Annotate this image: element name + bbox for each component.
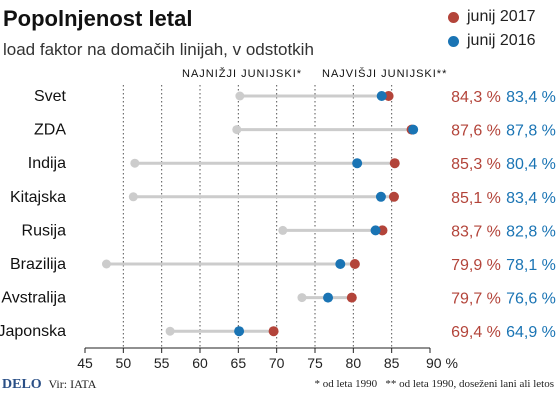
x-tick-label: 55	[154, 355, 170, 371]
point-2016	[376, 91, 387, 101]
point-2016	[375, 191, 386, 202]
min-point	[165, 326, 175, 336]
legend-dot-2017	[448, 11, 459, 23]
min-point	[128, 192, 138, 202]
footer-source: DELO Vir: IATA	[2, 377, 96, 393]
point-2017	[388, 191, 399, 202]
legend-item-2016: junij 2016	[448, 32, 536, 50]
value-label-2017: 85,3 %	[451, 156, 501, 173]
footer-notes: * od leta 1990 ** od leta 1990, doseženi…	[314, 378, 554, 390]
legend-label-2016: junij 2016	[467, 32, 536, 49]
min-point	[130, 158, 140, 168]
value-label-2016: 76,6 %	[506, 291, 556, 308]
x-tick-label: 75	[307, 355, 323, 371]
value-label-2017: 79,7 %	[451, 291, 501, 308]
value-label-2016: 87,8 %	[506, 123, 556, 140]
point-2017	[268, 326, 279, 337]
x-tick-label: 85	[384, 355, 400, 371]
row-label: Japonska	[0, 323, 66, 340]
row-label: Svet	[34, 88, 67, 105]
point-2016	[234, 326, 245, 337]
x-tick-label: 65	[231, 355, 247, 371]
row-label: Indija	[28, 155, 66, 172]
source-text: Vir: IATA	[48, 377, 97, 391]
value-label-2016: 78,1 %	[506, 257, 556, 274]
point-2016	[370, 225, 381, 236]
value-label-2017: 69,4 %	[451, 324, 501, 341]
point-2017	[346, 292, 357, 303]
point-2016	[408, 124, 419, 135]
point-2017	[383, 91, 394, 101]
row-label: Kitajska	[10, 189, 66, 206]
x-tick-label: 70	[269, 355, 285, 371]
value-label-2017: 87,6 %	[451, 123, 501, 140]
row-label: ZDA	[34, 122, 66, 139]
legend-dot-2016	[448, 35, 459, 47]
header-min: NAJNIŽJI JUNIJSKI*	[182, 68, 303, 80]
value-label-2016: 64,9 %	[506, 324, 556, 341]
min-point	[278, 225, 288, 235]
x-tick-label: 60	[192, 355, 208, 371]
value-label-2016: 80,4 %	[506, 156, 556, 173]
value-label-2017: 84,3 %	[451, 89, 501, 106]
value-label-2017: 83,7 %	[451, 223, 501, 240]
min-point	[297, 293, 307, 303]
point-2017	[349, 259, 360, 269]
point-2016	[352, 158, 363, 169]
point-2016	[335, 259, 346, 269]
note-1: * od leta 1990	[314, 378, 378, 390]
legend-label-2017: junij 2017	[467, 8, 536, 25]
row-label: Rusija	[22, 222, 67, 239]
min-point	[235, 91, 245, 101]
row-label: Avstralija	[1, 290, 66, 307]
x-tick-label: 50	[116, 355, 132, 371]
value-label-2016: 83,4 %	[506, 89, 556, 106]
point-2017	[377, 225, 388, 236]
row-label: Brazilija	[10, 256, 66, 273]
value-label-2016: 83,4 %	[506, 190, 556, 207]
legend-item-2017: junij 2017	[448, 8, 536, 26]
value-label-2017: 85,1 %	[451, 190, 501, 207]
x-tick-label: 45	[77, 355, 93, 371]
x-tick-label: 90 %	[426, 355, 458, 371]
delo-logo: DELO	[2, 377, 42, 392]
note-2: ** od leta 1990, doseženi lani ali letos	[385, 378, 554, 390]
value-label-2017: 79,9 %	[451, 257, 501, 274]
min-point	[232, 125, 242, 135]
min-point	[101, 259, 111, 269]
chart-title: Popolnjenost letal	[3, 6, 193, 31]
point-2016	[323, 292, 334, 303]
header-max: NAJVIŠJI JUNIJSKI**	[322, 68, 448, 80]
value-label-2016: 82,8 %	[506, 223, 556, 240]
x-tick-label: 80	[346, 355, 362, 371]
chart-subtitle: load faktor na domačih linijah, v odstot…	[3, 40, 314, 59]
point-2017	[389, 158, 400, 169]
